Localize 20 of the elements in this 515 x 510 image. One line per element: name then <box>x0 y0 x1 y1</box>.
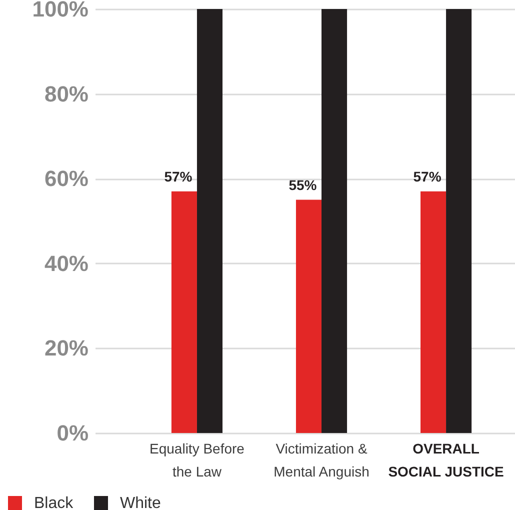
x-tick-label: Equality Before the Law <box>150 440 245 480</box>
bar <box>420 191 446 433</box>
data-label: 55% <box>288 176 318 193</box>
data-label: 57% <box>413 168 442 184</box>
y-tick-label: 80% <box>44 81 88 106</box>
x-tick-label: Victimization & Mental Anguish <box>274 440 370 480</box>
bar <box>322 9 348 433</box>
y-tick-label: 60% <box>44 166 88 192</box>
data-label: 57% <box>164 168 193 184</box>
bar <box>171 191 197 433</box>
x-tick-label: OVERALL SOCIAL JUSTICE <box>388 440 504 480</box>
y-tick-label: 20% <box>44 336 88 361</box>
legend-label: White <box>120 495 161 510</box>
y-tick-label: 100% <box>32 0 88 22</box>
legend-label: Black <box>34 495 74 510</box>
y-tick-label: 0% <box>56 420 88 446</box>
bar <box>296 200 322 433</box>
bar <box>196 9 223 433</box>
y-tick-label: 40% <box>44 250 88 276</box>
bar <box>446 9 472 433</box>
